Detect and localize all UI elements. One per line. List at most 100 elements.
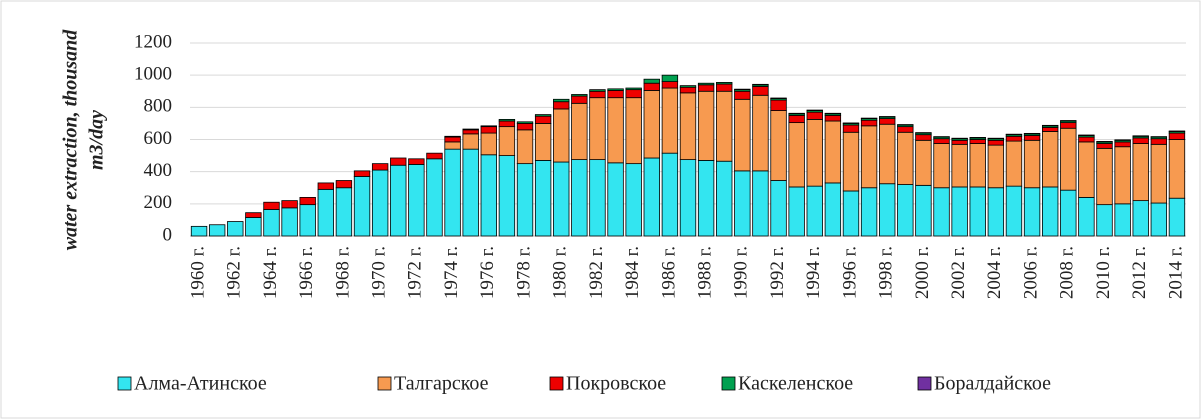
x-tick-label: 1970 г. (369, 246, 390, 299)
bar-segment (607, 90, 624, 99)
bar-segment (716, 82, 733, 85)
bar-segment (770, 110, 787, 181)
bar-segment (390, 157, 407, 166)
bar-segment (951, 139, 968, 145)
bar-segment (1096, 204, 1113, 237)
bar-segment (317, 188, 335, 237)
bar-segment (879, 123, 896, 185)
bar-segment (697, 90, 715, 161)
bar-segment (969, 139, 986, 144)
bar-segment (788, 186, 805, 237)
x-tick-label: 2014 г. (1165, 246, 1186, 299)
bar-segment (1114, 203, 1131, 237)
bar-segment (371, 163, 389, 171)
bar-segment (498, 120, 516, 128)
bar-segment (625, 87, 642, 91)
legend-swatch (117, 376, 132, 391)
y-tick-label: 800 (144, 96, 173, 117)
bar-segment (1114, 141, 1131, 148)
bar-segment (1114, 146, 1131, 205)
bar-segment (589, 97, 606, 161)
bar-segment (860, 119, 878, 127)
bar-segment (661, 87, 679, 154)
bar-segment (860, 125, 878, 189)
legend-swatch (549, 376, 564, 391)
bar-segment (1132, 143, 1149, 202)
bar-segment (589, 89, 606, 92)
bar-segment (933, 138, 950, 144)
x-tick-label: 1968 г. (332, 246, 353, 299)
bar-segment (462, 148, 479, 237)
bar-segment (1023, 139, 1041, 189)
bar-segment (353, 176, 371, 237)
bar-segment (480, 125, 497, 128)
bar-segment (987, 144, 1005, 189)
bar-segment (299, 204, 316, 237)
bar-segment (516, 123, 534, 131)
bar-segment (480, 154, 497, 237)
bar-segment (806, 185, 823, 237)
bar-segment (1168, 132, 1186, 140)
bar-segment (788, 122, 805, 188)
bar-segment (824, 114, 842, 122)
bar-segment (607, 88, 624, 91)
bar-segment (842, 190, 860, 237)
x-tick-label: 1978 г. (513, 246, 534, 299)
bar-segment (589, 159, 606, 237)
legend-label: Каскеленское (738, 373, 853, 395)
bar-segment (335, 180, 353, 189)
bar-segment (643, 90, 660, 159)
bar-segment (1023, 187, 1041, 237)
bar-segment (462, 128, 479, 131)
bar-segment (987, 187, 1005, 237)
bar-segment (716, 90, 733, 162)
bar-segment (371, 169, 389, 237)
bar-segment (1078, 141, 1095, 198)
x-tick-label: 1996 г. (839, 246, 860, 299)
bar-segment (480, 132, 497, 156)
bar-segment (498, 118, 516, 122)
bar-segment (1078, 136, 1095, 143)
legend-label: Боралдайское (934, 373, 1051, 395)
bar-segment (1150, 202, 1168, 237)
x-tick-label: 2006 г. (1020, 246, 1041, 299)
bar-segment (951, 143, 968, 188)
x-tick-label: 1980 г. (550, 246, 571, 299)
bar-segment (480, 126, 497, 134)
bar-segment (498, 155, 516, 237)
y-tick-label: 1000 (134, 64, 172, 85)
bar-segment (534, 114, 552, 117)
x-tick-label: 2008 г. (1057, 246, 1078, 299)
bar-segment (842, 131, 860, 192)
x-tick-label: 2010 г. (1093, 246, 1114, 299)
bar-segment (353, 170, 371, 177)
x-tick-label: 1994 г. (803, 246, 824, 299)
bar-segment (245, 212, 262, 218)
bar-segment (1150, 138, 1168, 145)
bar-segment (426, 152, 443, 160)
bar-segment (661, 81, 679, 89)
bar-segment (516, 121, 534, 124)
bar-segment (679, 159, 697, 237)
bar-segment (589, 90, 606, 99)
x-tick-label: 1966 г. (296, 246, 317, 299)
legend-label: Алма-Атинское (134, 373, 267, 395)
bar-segment (679, 92, 697, 161)
bar-segment (1005, 135, 1023, 142)
legend-swatch (377, 376, 392, 391)
x-tick-label: 1974 г. (441, 246, 462, 299)
bar-segment (1132, 137, 1149, 144)
bar-segment (915, 134, 932, 141)
bar-segment (1023, 135, 1041, 141)
bar-segment (553, 101, 570, 110)
x-tick-label: 2002 г. (948, 246, 969, 299)
bar-segment (516, 163, 534, 237)
bar-segment (897, 184, 914, 237)
bar-segment (498, 126, 516, 156)
bar-segment (752, 94, 769, 172)
bar-segment (915, 139, 932, 186)
bar-segment (734, 170, 751, 237)
bar-segment (281, 200, 298, 209)
x-tick-label: 1984 г. (622, 246, 643, 299)
bar-segment (661, 152, 679, 237)
